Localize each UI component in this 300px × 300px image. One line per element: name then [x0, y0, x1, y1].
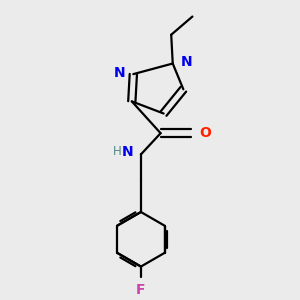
- Text: N: N: [114, 66, 126, 80]
- Text: N: N: [122, 145, 133, 159]
- Text: H: H: [112, 145, 121, 158]
- Text: N: N: [180, 55, 192, 69]
- Text: O: O: [200, 126, 211, 140]
- Text: F: F: [136, 283, 146, 297]
